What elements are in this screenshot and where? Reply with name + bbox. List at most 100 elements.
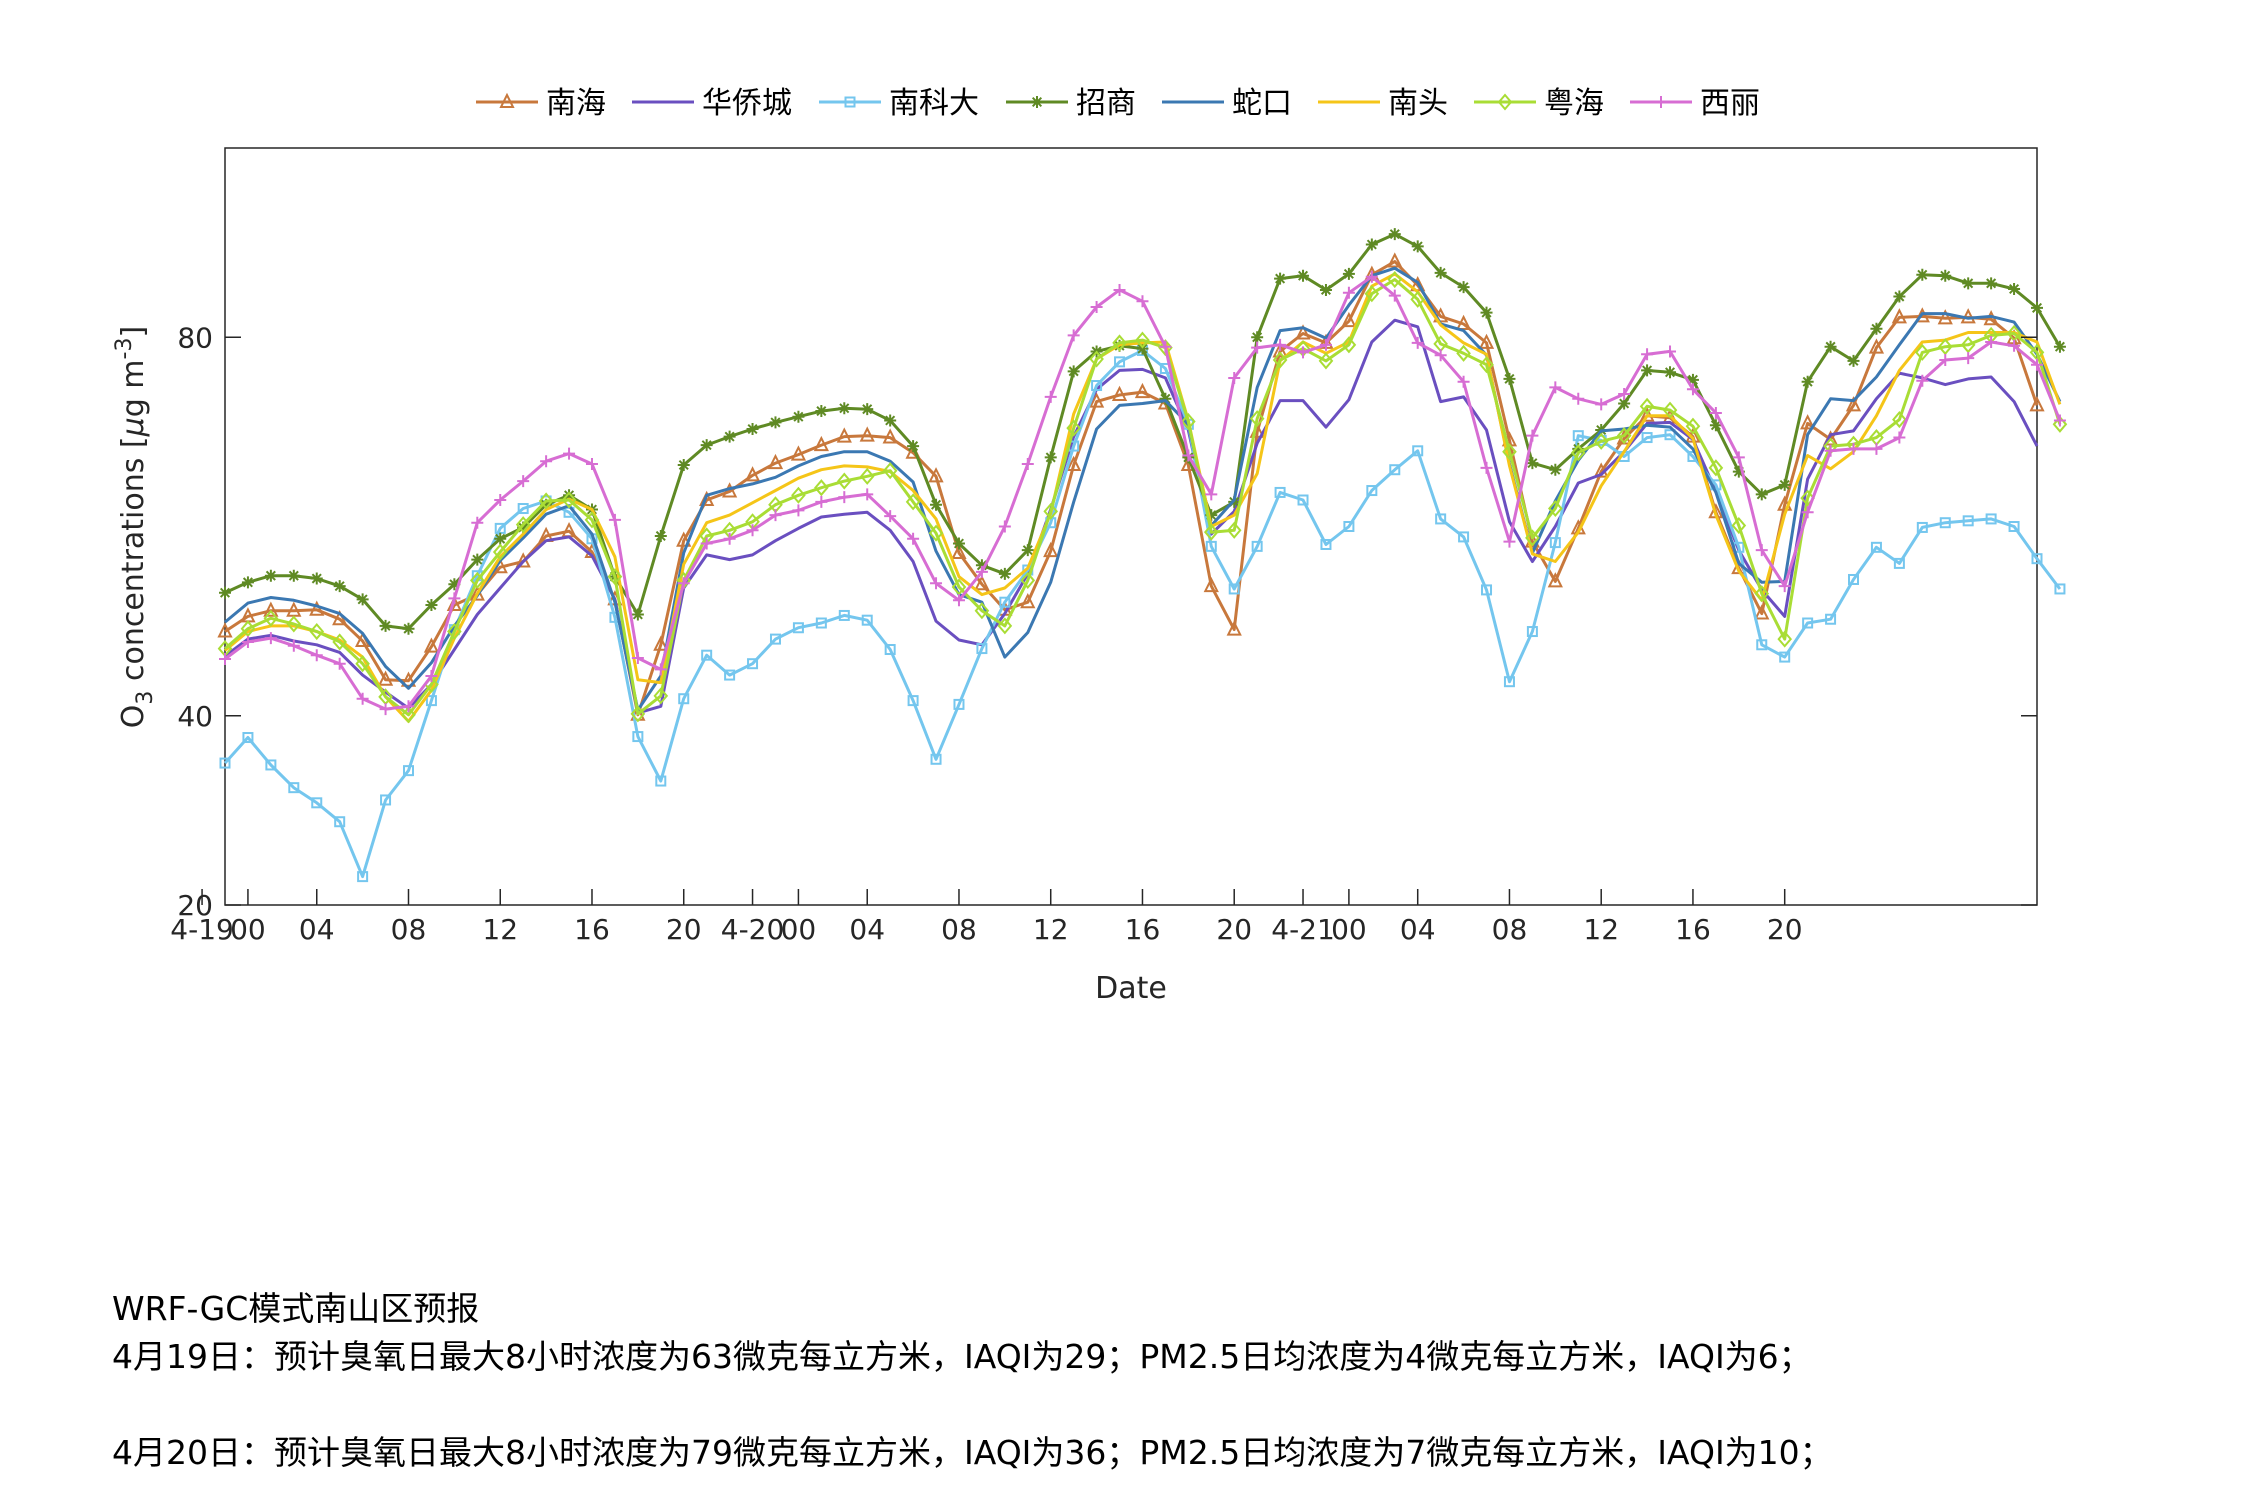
data-point	[423, 637, 440, 653]
data-point	[1848, 573, 1860, 585]
data-point	[333, 580, 346, 593]
data-point	[1434, 266, 1447, 279]
data-point	[1066, 455, 1082, 471]
data-point	[1090, 300, 1103, 313]
data-point	[540, 455, 553, 468]
data-point	[494, 532, 507, 545]
y-tick-label: 20	[177, 889, 213, 922]
data-point	[1914, 343, 1930, 361]
data-point	[1272, 351, 1288, 369]
data-point	[517, 521, 530, 534]
data-point	[769, 633, 781, 645]
y-axis-label: O3 concentrations [μg m-3]	[112, 326, 158, 728]
x-tick-label: 08	[391, 913, 427, 946]
data-point	[263, 609, 279, 627]
data-point	[1526, 429, 1539, 442]
data-point	[1205, 540, 1217, 552]
data-point	[1593, 432, 1609, 450]
data-point	[217, 622, 233, 638]
x-tick-label: 00	[781, 913, 817, 946]
data-point	[1503, 535, 1516, 548]
data-point	[814, 479, 829, 497]
data-point	[2031, 553, 2043, 565]
data-point	[724, 669, 736, 681]
data-point	[1412, 445, 1424, 457]
data-point	[1962, 515, 1974, 527]
data-point	[951, 578, 967, 596]
data-point	[585, 458, 598, 471]
data-point	[1251, 341, 1264, 354]
x-tick-label: 08	[941, 913, 977, 946]
data-point	[1205, 488, 1218, 501]
data-point	[975, 565, 988, 578]
data-point	[1251, 540, 1263, 552]
data-point	[1870, 541, 1882, 553]
data-point	[815, 405, 828, 418]
data-point	[1502, 443, 1517, 461]
x-tick-label: 12	[482, 913, 518, 946]
data-point	[1939, 269, 1952, 282]
data-point	[1549, 537, 1561, 549]
data-point	[1114, 356, 1126, 368]
data-point	[1456, 344, 1471, 362]
data-point	[1641, 432, 1653, 444]
y-tick-label: 80	[177, 321, 213, 354]
legend-marker	[1497, 93, 1513, 111]
data-point	[1434, 349, 1447, 362]
data-point	[309, 600, 325, 616]
legend-label: 招商	[1076, 86, 1136, 121]
data-point	[1686, 383, 1699, 396]
x-tick-label: 16	[1125, 913, 1161, 946]
data-point	[1778, 580, 1791, 593]
data-point	[1226, 521, 1242, 539]
data-point	[1341, 336, 1357, 354]
data-point	[678, 693, 690, 705]
data-point	[377, 670, 394, 686]
data-point	[882, 462, 898, 480]
data-point	[219, 757, 231, 769]
data-point	[859, 426, 875, 442]
legend-item: 粤海	[1474, 86, 1604, 121]
data-point	[838, 402, 851, 415]
data-point	[1845, 396, 1862, 412]
data-point	[1777, 630, 1793, 648]
data-point	[700, 537, 713, 550]
data-point	[1297, 269, 1310, 282]
x-tick-label: 00	[230, 913, 266, 946]
data-point	[1732, 451, 1745, 464]
data-point	[1159, 340, 1172, 353]
data-point	[1158, 339, 1173, 357]
data-point	[769, 509, 782, 522]
data-point	[747, 658, 759, 670]
x-tick-label: 20	[1216, 913, 1252, 946]
x-tick-label: 4-20	[721, 913, 785, 946]
data-point	[1685, 417, 1701, 435]
data-point	[334, 816, 346, 828]
series-line	[224, 266, 2062, 712]
data-point	[1389, 464, 1401, 476]
data-point	[1458, 531, 1470, 543]
x-tick-label: 00	[1331, 913, 1367, 946]
data-point	[1985, 277, 1998, 290]
data-point	[997, 617, 1013, 635]
series-layer	[217, 228, 2068, 883]
data-point	[884, 510, 897, 523]
report-day1: 4月19日：预计臭氧日最大8小时浓度为63微克每立方米，IAQI为29；PM2.…	[112, 1337, 1812, 1376]
series-line	[224, 272, 2062, 723]
data-point	[1916, 268, 1929, 281]
data-point	[1503, 372, 1516, 385]
x-tick-label: 04	[1400, 913, 1436, 946]
data-point	[953, 698, 965, 710]
data-point	[882, 428, 898, 444]
data-point	[974, 602, 990, 620]
x-tick-label: 12	[1583, 913, 1619, 946]
data-point	[1754, 585, 1770, 603]
data-point	[265, 759, 277, 771]
data-point	[469, 571, 485, 589]
data-point	[1318, 352, 1334, 370]
data-point	[861, 403, 874, 416]
data-point	[1203, 576, 1219, 593]
data-point	[838, 491, 851, 504]
data-point	[1572, 442, 1585, 455]
